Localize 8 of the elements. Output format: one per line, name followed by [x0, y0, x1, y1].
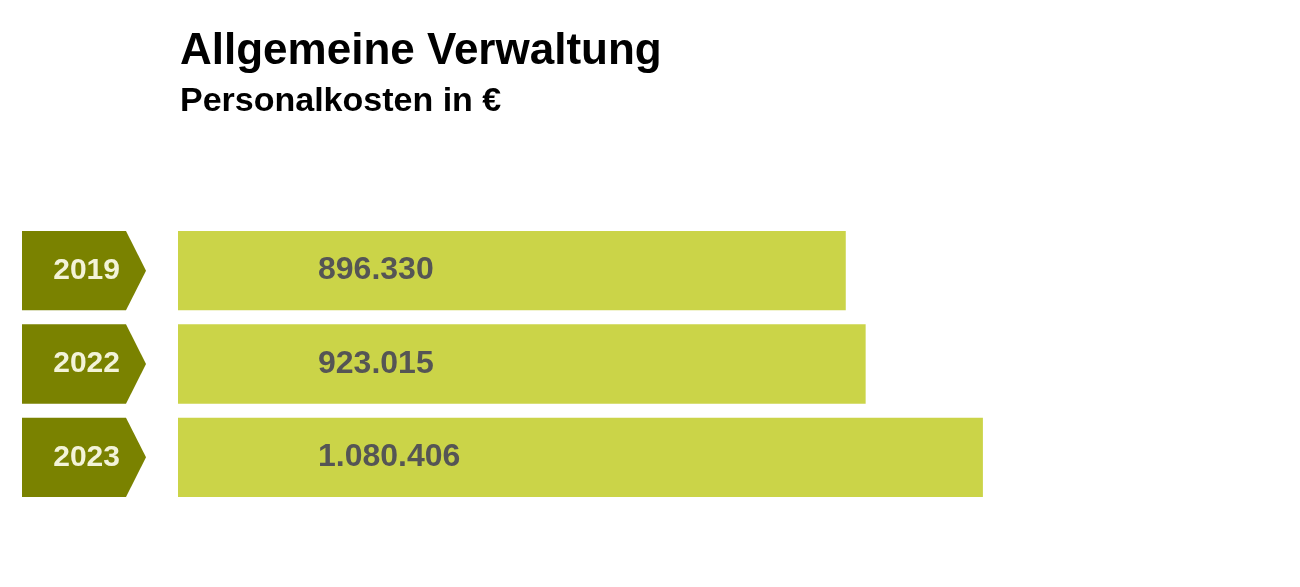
chart-title: Allgemeine Verwaltung [180, 23, 663, 75]
data-label: 1.080.406 [318, 437, 461, 474]
chart-subtitle: Personalkosten in € [180, 79, 503, 120]
y-tick-label: 2019 [53, 251, 120, 285]
data-label: 896.330 [318, 250, 434, 287]
y-tick-label: 2023 [53, 438, 120, 472]
y-tick-label: 2022 [53, 345, 120, 379]
data-label: 923.015 [318, 343, 434, 380]
